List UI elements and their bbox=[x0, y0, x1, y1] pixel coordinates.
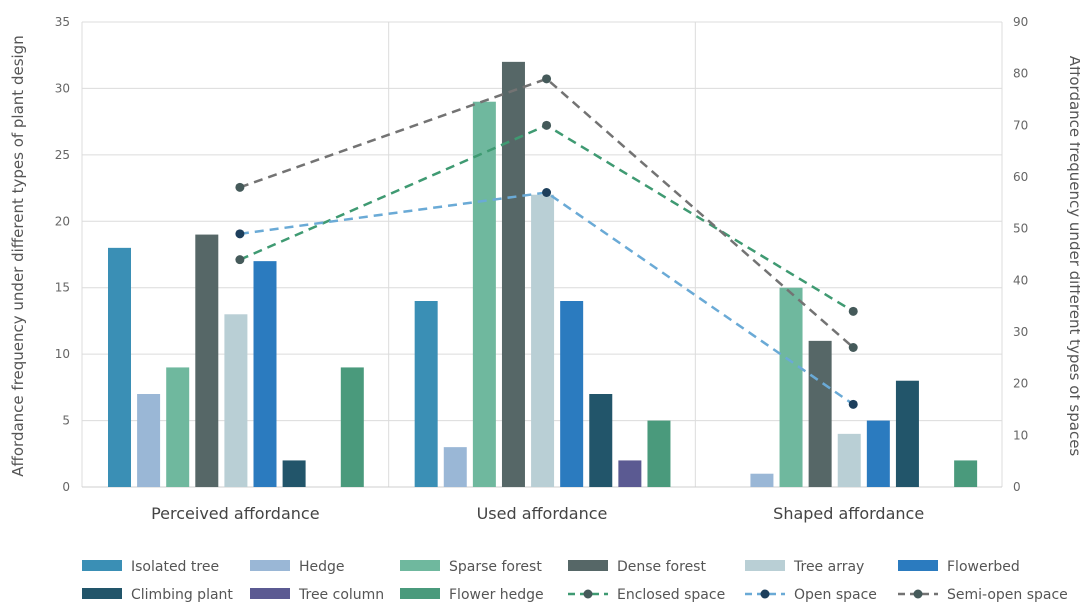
bar-sparse-forest bbox=[779, 287, 803, 487]
legend-swatch-flower-hedge bbox=[400, 588, 440, 599]
y-right-tick: 0 bbox=[1013, 480, 1021, 494]
legend-label-flowerbed: Flowerbed bbox=[947, 559, 1020, 575]
x-category-label: Perceived affordance bbox=[151, 504, 319, 523]
y-right-tick: 30 bbox=[1013, 325, 1028, 339]
legend-swatch-dense-forest bbox=[568, 560, 608, 571]
point-semi-open-space bbox=[542, 74, 552, 84]
legend-marker-open-space bbox=[760, 589, 770, 599]
y-right-tick: 90 bbox=[1013, 15, 1028, 29]
point-enclosed-space bbox=[235, 255, 245, 265]
y-left-tick: 10 bbox=[55, 347, 70, 361]
legend-label-tree-array: Tree array bbox=[793, 559, 864, 575]
bar-flower-hedge bbox=[954, 460, 978, 487]
y-right-tick: 70 bbox=[1013, 118, 1028, 132]
bar-sparse-forest bbox=[166, 367, 190, 487]
bar-isolated-tree bbox=[414, 301, 438, 487]
bar-flowerbed bbox=[560, 301, 584, 487]
legend-swatch-isolated-tree bbox=[82, 560, 122, 571]
lines bbox=[235, 74, 858, 409]
point-open-space bbox=[235, 229, 245, 239]
legend-swatch-sparse-forest bbox=[400, 560, 440, 571]
legend-swatch-tree-array bbox=[745, 560, 785, 571]
y-right-tick: 60 bbox=[1013, 170, 1028, 184]
y-left-tick: 15 bbox=[55, 281, 70, 295]
y-right-tick: 40 bbox=[1013, 273, 1028, 287]
bar-climbing-plant bbox=[282, 460, 306, 487]
bars bbox=[108, 61, 978, 487]
bar-tree-array bbox=[837, 433, 861, 487]
bar-dense-forest bbox=[501, 61, 525, 487]
legend-swatch-hedge bbox=[250, 560, 290, 571]
y-left-tick: 0 bbox=[62, 480, 70, 494]
bar-flower-hedge bbox=[647, 420, 671, 487]
legend-label-isolated-tree: Isolated tree bbox=[131, 559, 219, 575]
point-semi-open-space bbox=[848, 343, 858, 352]
y-left-tick: 30 bbox=[55, 81, 70, 95]
line-open-space bbox=[239, 191, 854, 406]
legend-swatch-climbing-plant bbox=[82, 588, 122, 599]
bar-tree-column bbox=[618, 460, 642, 487]
legend-label-enclosed-space: Enclosed space bbox=[617, 587, 725, 603]
legend-swatch-tree-column bbox=[250, 588, 290, 599]
bar-flowerbed bbox=[253, 261, 277, 487]
legend-label-sparse-forest: Sparse forest bbox=[449, 559, 542, 575]
legend-label-dense-forest: Dense forest bbox=[617, 559, 706, 575]
left-axis-label: Affordance frequency under different typ… bbox=[9, 35, 27, 476]
y-left-tick: 20 bbox=[55, 214, 70, 228]
legend-label-tree-column: Tree column bbox=[298, 587, 384, 603]
point-open-space bbox=[542, 188, 552, 197]
legend-label-flower-hedge: Flower hedge bbox=[449, 587, 544, 603]
point-enclosed-space bbox=[542, 120, 552, 130]
bar-hedge bbox=[137, 394, 161, 487]
legend-label-open-space: Open space bbox=[794, 587, 877, 603]
x-category-label: Used affordance bbox=[477, 504, 608, 523]
legend-label-hedge: Hedge bbox=[299, 559, 345, 575]
legend-marker-enclosed-space bbox=[583, 589, 593, 599]
x-category-label: Shaped affordance bbox=[773, 504, 924, 523]
y-left-tick: 5 bbox=[62, 414, 70, 428]
y-right-tick: 80 bbox=[1013, 67, 1028, 81]
right-axis-label: Affordance frequency under different typ… bbox=[1066, 56, 1080, 457]
bar-dense-forest bbox=[808, 340, 832, 487]
bar-climbing-plant bbox=[895, 380, 919, 487]
bar-sparse-forest bbox=[472, 101, 496, 487]
point-enclosed-space bbox=[848, 306, 858, 316]
legend: Isolated tree Hedge Sparse forest Dense for… bbox=[82, 559, 1068, 603]
y-right-tick: 10 bbox=[1013, 428, 1028, 442]
y-right-tick: 20 bbox=[1013, 377, 1028, 391]
bar-dense-forest bbox=[195, 234, 219, 487]
bar-tree-array bbox=[224, 314, 248, 487]
y-right-tick: 50 bbox=[1013, 222, 1028, 236]
legend-label-semi-open-space: Semi-open space bbox=[947, 587, 1068, 603]
point-semi-open-space bbox=[235, 182, 245, 192]
bar-isolated-tree bbox=[108, 247, 131, 487]
point-open-space bbox=[848, 399, 858, 409]
bar-tree-array bbox=[531, 194, 555, 487]
bar-climbing-plant bbox=[589, 394, 613, 487]
legend-marker-semi-open-space bbox=[913, 589, 923, 599]
bar-hedge bbox=[750, 473, 774, 487]
y-left-tick: 25 bbox=[55, 148, 70, 162]
axes: 0 5 10 15 20 25 30 35 0 10 20 30 40 50 60 70 80 90 Perceiv… bbox=[55, 15, 1029, 523]
legend-swatch-flowerbed bbox=[898, 560, 938, 571]
line-semi-open-space bbox=[239, 77, 855, 349]
bar-flowerbed bbox=[866, 420, 890, 487]
bar-hedge bbox=[443, 447, 467, 487]
legend-label-climbing-plant: Climbing plant bbox=[131, 587, 233, 603]
bar-flower-hedge bbox=[340, 367, 364, 487]
y-left-tick: 35 bbox=[55, 15, 70, 29]
